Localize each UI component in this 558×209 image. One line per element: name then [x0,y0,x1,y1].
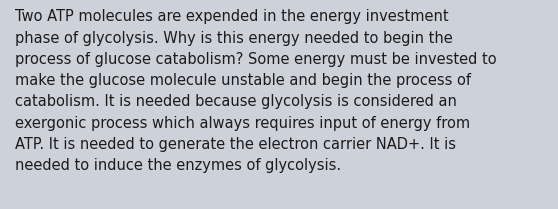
Text: Two ATP molecules are expended in the energy investment
phase of glycolysis. Why: Two ATP molecules are expended in the en… [15,9,497,173]
